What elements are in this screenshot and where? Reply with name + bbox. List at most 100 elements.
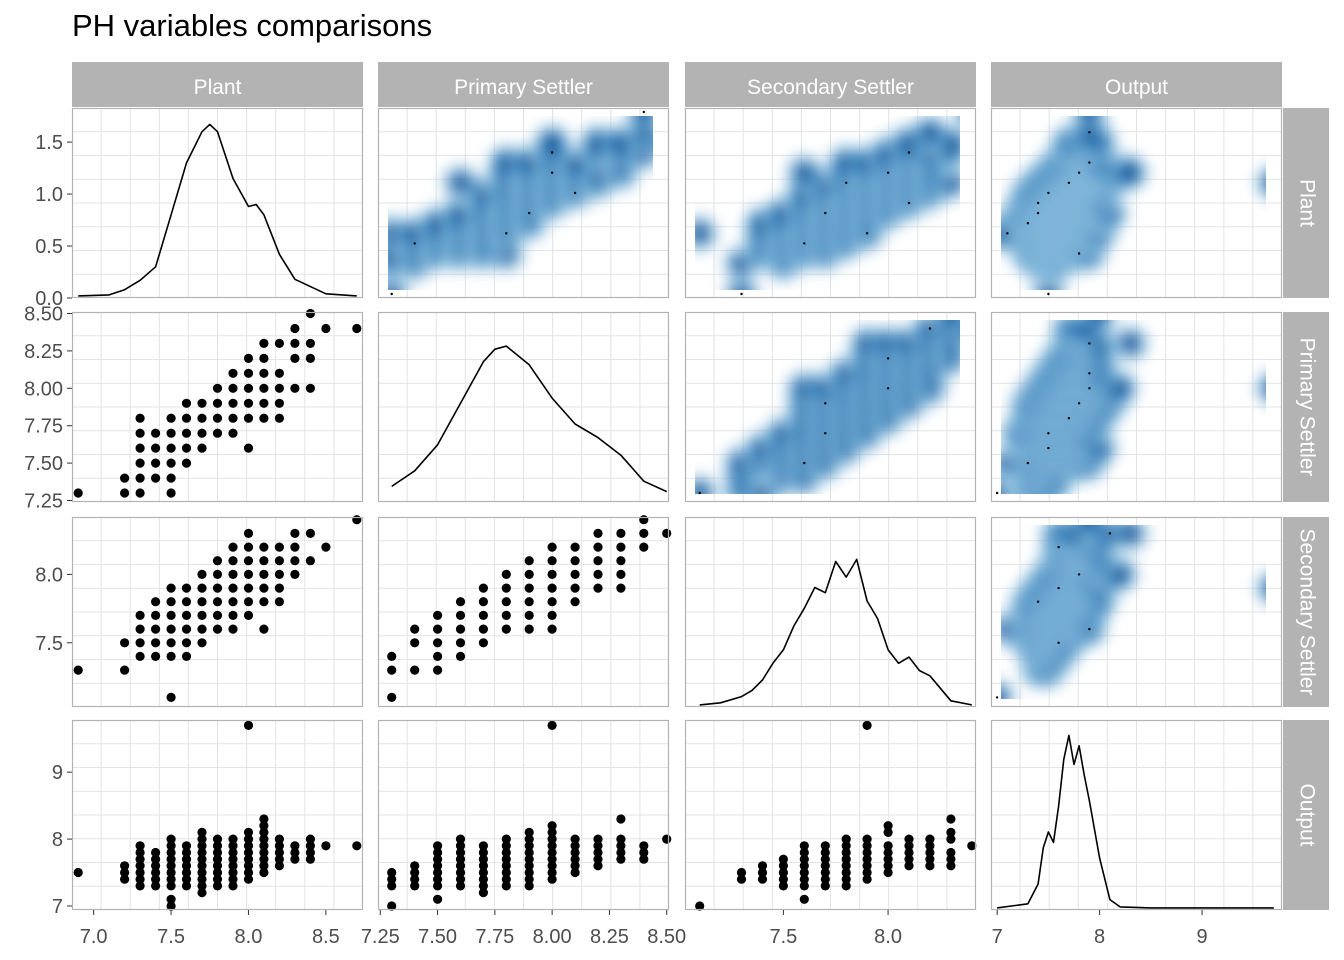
point-output-plant-88	[305, 841, 315, 851]
point-output-primary-settler-25	[478, 881, 488, 891]
point-primary-settler-plant-36	[228, 368, 238, 378]
point-output-secondary-settler-13	[799, 874, 809, 884]
point-primary-settler-plant-37	[243, 443, 254, 453]
point-output-secondary-settler-19	[820, 881, 830, 891]
point-primary-settler-plant-43	[259, 413, 269, 423]
y-tick-label-primary-settler: 8.50	[24, 303, 63, 325]
panel-border	[684, 311, 977, 503]
point-output-secondary-settler-55	[925, 854, 935, 864]
point-output-secondary-settler-57	[925, 841, 935, 851]
point-primary-settler-plant-33	[228, 413, 238, 423]
point-secondary-settler-plant-18	[166, 583, 176, 593]
point-primary-settler-plant-57	[290, 323, 300, 334]
point-secondary-settler-plant-10	[151, 610, 161, 621]
point-output-plant-56	[228, 854, 238, 864]
point-output-secondary-settler-0	[695, 901, 705, 911]
point-output-plant-61	[243, 867, 254, 878]
point-output-plant-18	[166, 894, 176, 904]
x-tick-label-primary-settler: 7.50	[418, 926, 457, 948]
point-output-plant-37	[197, 867, 207, 878]
point-secondary-settler-plant-44	[243, 610, 254, 621]
point-output-primary-settler-40	[524, 881, 534, 891]
point-output-primary-settler-48	[524, 827, 534, 838]
point-primary-settler-plant-47	[259, 353, 269, 363]
column-strip-label: Plant	[194, 76, 242, 99]
point-output-primary-settler-63	[570, 841, 580, 851]
point-primary-settler-plant-45	[259, 383, 269, 393]
point-secondary-settler-primary-settler-13	[455, 624, 466, 634]
point-output-plant-73	[259, 841, 269, 851]
point-secondary-settler-plant-46	[243, 583, 254, 593]
x-tick-label-plant: 7.5	[157, 926, 185, 948]
x-tick-label-output: 8	[1094, 926, 1105, 948]
point-output-primary-settler-27	[478, 867, 488, 878]
point-output-primary-settler-10	[433, 874, 443, 884]
point-output-secondary-settler-33	[841, 834, 851, 844]
x-tick-label-plant: 8.5	[312, 926, 340, 948]
panel-plant-plant	[71, 107, 364, 299]
point-secondary-settler-plant-27	[197, 610, 207, 621]
point-output-secondary-settler-51	[904, 847, 914, 858]
point-output-secondary-settler-28	[841, 867, 851, 878]
point-primary-settler-plant-48	[259, 338, 269, 348]
point-primary-settler-plant-28	[212, 428, 223, 438]
point-output-primary-settler-32	[501, 881, 511, 891]
point-output-secondary-settler-6	[778, 881, 789, 891]
point-secondary-settler-plant-35	[212, 569, 223, 580]
point-secondary-settler-primary-settler-2	[387, 651, 397, 662]
point-output-primary-settler-20	[455, 854, 466, 864]
point-output-plant-4	[135, 881, 145, 891]
point-output-primary-settler-21	[455, 847, 466, 858]
point-secondary-settler-primary-settler-14	[455, 610, 466, 621]
point-output-plant-45	[212, 874, 223, 884]
point-output-primary-settler-75	[639, 854, 649, 864]
density-curve-plant	[78, 123, 357, 297]
point-secondary-settler-plant-49	[243, 542, 254, 552]
point-output-secondary-settler-18	[799, 841, 809, 851]
point-output-plant-3	[120, 861, 130, 871]
point-output-secondary-settler-50	[904, 854, 914, 864]
density-curve-secondary-settler	[699, 558, 972, 706]
point-primary-settler-plant-54	[290, 383, 300, 393]
point-output-plant-64	[243, 847, 254, 858]
point-primary-settler-plant-39	[243, 398, 254, 408]
panel-border	[990, 516, 1283, 708]
point-secondary-settler-plant-0	[73, 665, 83, 675]
point-output-secondary-settler-26	[841, 881, 851, 891]
point-output-primary-settler-55	[547, 834, 557, 844]
point-secondary-settler-plant-69	[352, 515, 362, 525]
point-secondary-settler-plant-41	[228, 569, 238, 580]
point-secondary-settler-primary-settler-36	[547, 569, 557, 580]
y-tick-label-output: 7	[52, 896, 63, 918]
point-secondary-settler-primary-settler-4	[410, 638, 420, 648]
point-output-secondary-settler-20	[820, 874, 830, 884]
y-tick-label-primary-settler: 8.25	[24, 341, 63, 363]
point-output-plant-33	[181, 841, 192, 851]
point-secondary-settler-primary-settler-39	[570, 597, 580, 607]
point-primary-settler-plant-53	[274, 338, 284, 348]
point-output-primary-settler-17	[455, 874, 466, 884]
point-secondary-settler-primary-settler-52	[616, 542, 626, 552]
x-tick-label-plant: 7.0	[80, 926, 108, 948]
point-secondary-settler-plant-1	[120, 665, 130, 675]
point-output-plant-42	[197, 834, 207, 844]
point-output-plant-35	[197, 881, 207, 891]
point-primary-settler-plant-4	[135, 473, 145, 483]
point-output-plant-24	[166, 847, 176, 858]
point-primary-settler-plant-7	[135, 428, 145, 438]
point-output-secondary-settler-23	[820, 854, 830, 864]
point-output-plant-59	[228, 834, 238, 844]
point-output-plant-5	[135, 874, 145, 884]
point-output-primary-settler-7	[410, 861, 420, 871]
point-output-secondary-settler-40	[862, 834, 872, 844]
point-output-plant-66	[243, 834, 254, 844]
point-secondary-settler-plant-6	[135, 610, 145, 621]
point-output-primary-settler-23	[455, 834, 466, 844]
point-output-plant-65	[243, 841, 254, 851]
point-output-primary-settler-44	[524, 854, 534, 864]
point-output-secondary-settler-30	[841, 854, 851, 864]
point-output-plant-0	[73, 867, 83, 878]
point-output-secondary-settler-1	[736, 874, 747, 884]
point-output-plant-41	[197, 841, 207, 851]
